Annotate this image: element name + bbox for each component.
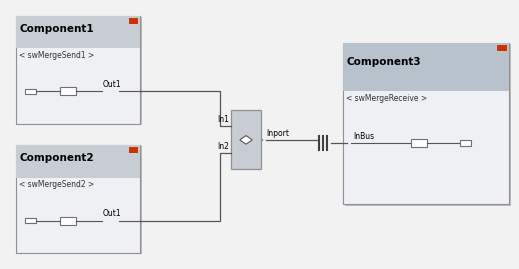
FancyBboxPatch shape	[343, 43, 509, 204]
FancyBboxPatch shape	[129, 18, 138, 24]
FancyBboxPatch shape	[129, 147, 138, 153]
FancyBboxPatch shape	[60, 217, 76, 225]
Text: InBus: InBus	[353, 132, 374, 141]
FancyBboxPatch shape	[460, 140, 471, 146]
Polygon shape	[118, 159, 127, 164]
Text: Inport: Inport	[266, 129, 289, 138]
Text: Out1: Out1	[103, 209, 121, 218]
FancyBboxPatch shape	[60, 87, 76, 95]
FancyBboxPatch shape	[16, 145, 140, 178]
FancyBboxPatch shape	[345, 44, 511, 206]
Text: < swMergeReceive >: < swMergeReceive >	[346, 94, 427, 103]
Text: Component2: Component2	[20, 153, 94, 163]
FancyBboxPatch shape	[497, 45, 507, 51]
Text: In1: In1	[217, 115, 229, 124]
FancyBboxPatch shape	[18, 146, 142, 254]
FancyBboxPatch shape	[25, 218, 36, 223]
FancyBboxPatch shape	[16, 16, 140, 48]
Polygon shape	[240, 136, 252, 144]
Text: Out1: Out1	[103, 80, 121, 89]
Text: < swMergeSend2 >: < swMergeSend2 >	[19, 180, 94, 189]
Text: Component1: Component1	[20, 24, 94, 34]
Polygon shape	[118, 30, 127, 35]
Text: < swMergeSend1 >: < swMergeSend1 >	[19, 51, 94, 60]
FancyBboxPatch shape	[231, 110, 261, 169]
Polygon shape	[487, 65, 495, 70]
FancyBboxPatch shape	[16, 16, 140, 124]
Text: Component3: Component3	[347, 57, 421, 68]
FancyBboxPatch shape	[25, 89, 36, 94]
Text: In2: In2	[217, 142, 229, 151]
FancyBboxPatch shape	[18, 17, 142, 125]
FancyBboxPatch shape	[411, 139, 427, 147]
FancyBboxPatch shape	[16, 145, 140, 253]
FancyBboxPatch shape	[343, 43, 509, 91]
